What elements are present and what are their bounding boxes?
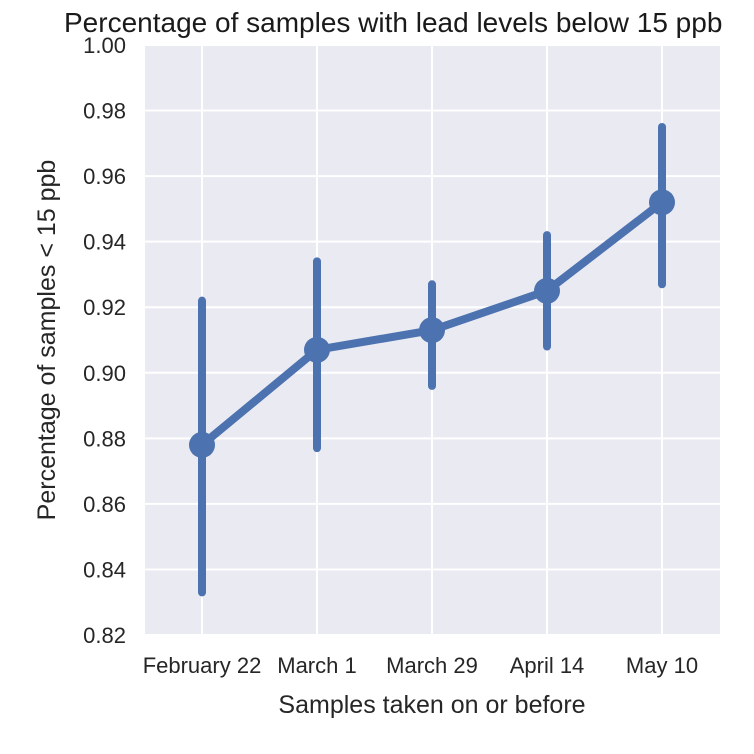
x-tick-label: March 29 (386, 653, 478, 678)
y-tick-label: 0.94 (83, 230, 126, 255)
y-axis-title: Percentage of samples < 15 ppb (33, 160, 61, 521)
y-tick-label: 0.92 (83, 295, 126, 320)
series (189, 189, 675, 458)
y-tick-label: 1.00 (83, 33, 126, 58)
x-tick-label: March 1 (277, 653, 356, 678)
data-point (534, 277, 560, 304)
x-tick-labels: February 22 March 1 March 29 April 14 May 10 (143, 653, 698, 678)
chart-title: Percentage of samples with lead levels b… (64, 7, 722, 38)
y-tick-label: 0.98 (83, 99, 126, 124)
y-tick-label: 0.82 (83, 623, 126, 648)
data-point (189, 431, 215, 458)
x-tick-label: May 10 (626, 653, 698, 678)
x-tick-label: April 14 (510, 653, 585, 678)
data-point (304, 336, 330, 363)
data-point (649, 189, 675, 216)
y-tick-label: 0.96 (83, 164, 126, 189)
y-tick-label: 0.84 (83, 557, 126, 582)
x-axis-title: Samples taken on or before (278, 691, 585, 719)
data-point (419, 317, 445, 344)
y-tick-labels: 0.82 0.84 0.86 0.88 0.90 0.92 0.94 0.96 0.98 1.00 (83, 33, 126, 648)
y-tick-label: 0.90 (83, 361, 126, 386)
y-tick-label: 0.86 (83, 492, 126, 517)
y-tick-label: 0.88 (83, 426, 126, 451)
x-tick-label: February 22 (143, 653, 262, 678)
